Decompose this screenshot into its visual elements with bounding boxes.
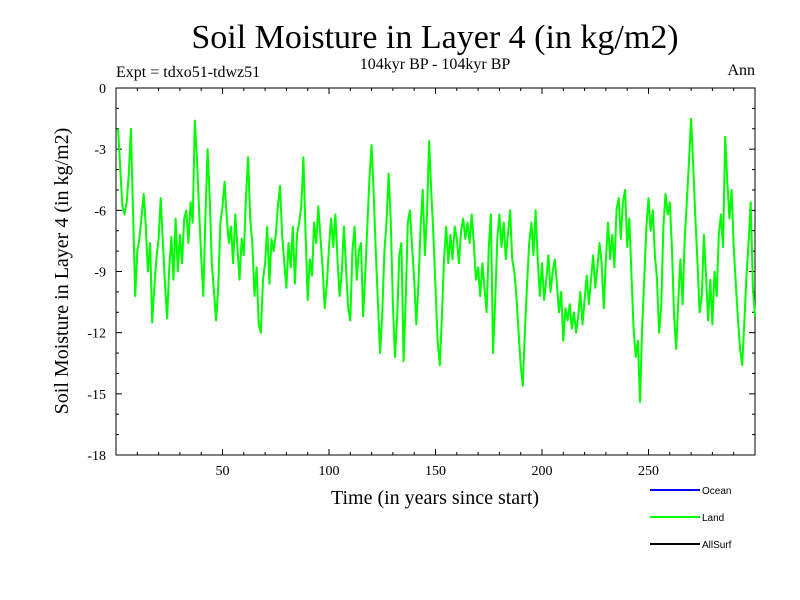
x-axis: 50 100 150 200 250 — [136, 88, 735, 479]
experiment-label: Expt = tdxo51-tdwz51 — [116, 64, 260, 81]
y-axis: 0 -3 -6 -9 -12 -15 -18 — [87, 82, 755, 464]
y-tick-label: -18 — [87, 449, 106, 464]
legend-label-allsurf: AllSurf — [702, 540, 732, 551]
season-label: Ann — [727, 62, 755, 79]
chart-subtitle: 104kyr BP - 104kyr BP — [360, 56, 511, 73]
x-axis-label: Time (in years since start) — [331, 487, 539, 509]
legend-label-ocean: Ocean — [702, 486, 731, 497]
x-tick-label: 100 — [319, 464, 340, 479]
y-tick-label: -3 — [94, 143, 106, 158]
x-tick-label: 200 — [532, 464, 553, 479]
y-tick-label: -9 — [94, 266, 106, 281]
legend: Ocean Land AllSurf — [650, 486, 732, 551]
y-tick-label: -15 — [87, 388, 106, 403]
x-tick-label: 150 — [425, 464, 446, 479]
y-axis-label: Soil Moisture in Layer 4 (in kg/m2) — [51, 128, 73, 415]
x-tick-label: 250 — [638, 464, 659, 479]
legend-label-land: Land — [702, 513, 724, 524]
y-tick-label: -12 — [87, 327, 106, 342]
series-layer — [117, 117, 756, 403]
series-line-land — [117, 117, 756, 403]
y-tick-label: 0 — [99, 82, 106, 97]
chart-title: Soil Moisture in Layer 4 (in kg/m2) — [191, 19, 678, 56]
y-tick-label: -6 — [94, 204, 106, 219]
x-tick-label: 50 — [216, 464, 230, 479]
